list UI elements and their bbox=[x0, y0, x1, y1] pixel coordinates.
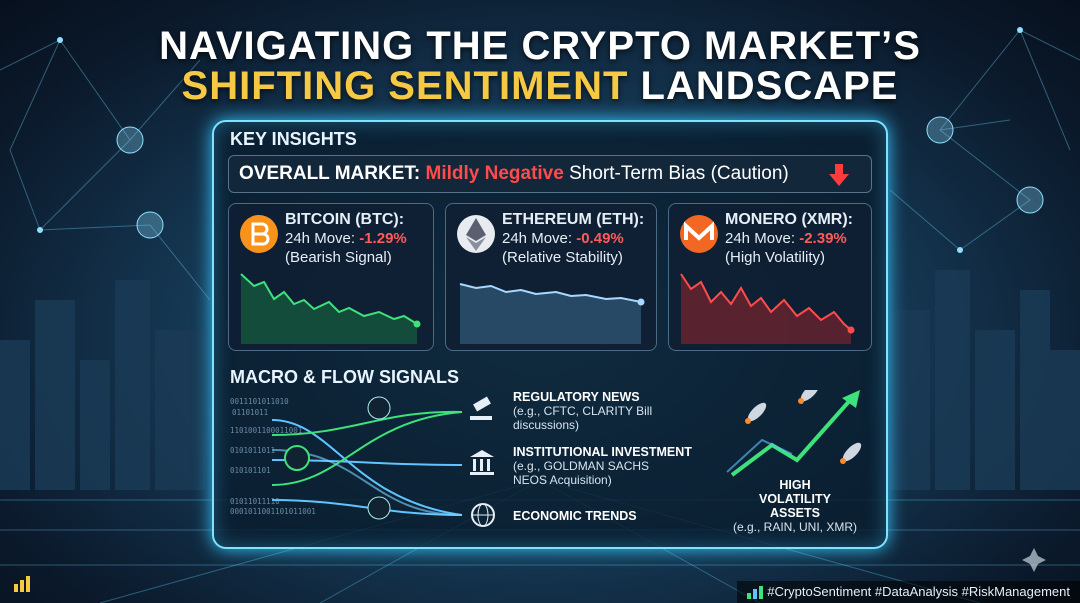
down-arrow bbox=[829, 164, 849, 186]
move-value: -0.49% bbox=[576, 230, 624, 247]
move-label: 24h Move: bbox=[725, 230, 796, 247]
move-note: (Relative Stability) bbox=[502, 249, 623, 266]
overall-label: OVERALL MARKET: bbox=[239, 163, 421, 184]
binary-text: 1101001100011001 bbox=[230, 426, 303, 435]
move-note: (High Volatility) bbox=[725, 249, 826, 266]
overall-market: OVERALL MARKET: Mildly Negative Short-Te… bbox=[228, 155, 872, 193]
title-rest: LANDSCAPE bbox=[640, 64, 899, 108]
title-line-2: SHIFTING SENTIMENT LANDSCAPE bbox=[0, 64, 1080, 109]
signal-title: REGULATORY NEWS bbox=[513, 390, 640, 404]
signal-detail: (e.g., CFTC, CLARITY Bill discussions) bbox=[513, 404, 653, 432]
signal: ECONOMIC TRENDS bbox=[513, 509, 637, 523]
move-row: 24h Move: -1.29% bbox=[285, 229, 407, 248]
move-row: 24h Move: -2.39% bbox=[725, 229, 853, 248]
flow-art bbox=[271, 390, 862, 527]
signal: INSTITUTIONAL INVESTMENT (e.g., GOLDMAN … bbox=[513, 445, 713, 487]
footer: #CryptoSentiment #DataAnalysis #RiskMana… bbox=[737, 581, 1080, 603]
coin-card: BITCOIN (BTC): 24h Move: -1.29% (Bearish… bbox=[228, 203, 434, 351]
move-note: (Bearish Signal) bbox=[285, 249, 392, 266]
coin-card: ETHEREUM (ETH): 24h Move: -0.49% (Relati… bbox=[445, 203, 657, 351]
footer-icon bbox=[747, 586, 764, 599]
binary-text: 01011011110 bbox=[230, 497, 280, 506]
binary-text: 010101101 bbox=[230, 466, 271, 475]
card-text: MONERO (XMR): 24h Move: -2.39% (High Vol… bbox=[725, 210, 853, 267]
signal-detail: (e.g., GOLDMAN SACHS NEOS Acquisition) bbox=[513, 459, 650, 487]
card-text: BITCOIN (BTC): 24h Move: -1.29% (Bearish… bbox=[285, 210, 407, 267]
card-text: ETHEREUM (ETH): 24h Move: -0.49% (Relati… bbox=[502, 210, 644, 267]
hashtags: #CryptoSentiment #DataAnalysis #RiskMana… bbox=[767, 584, 1070, 599]
move-value: -1.29% bbox=[359, 230, 407, 247]
card-art bbox=[457, 215, 645, 344]
binary-text: 0001011001101011001 bbox=[230, 507, 316, 516]
move-label: 24h Move: bbox=[502, 230, 573, 247]
card-art bbox=[680, 215, 855, 344]
section-title: KEY INSIGHTS bbox=[230, 129, 357, 149]
signal-title: INSTITUTIONAL INVESTMENT bbox=[513, 445, 692, 459]
signal: REGULATORY NEWS (e.g., CFTC, CLARITY Bil… bbox=[513, 390, 663, 432]
high-volatility: HIGH VOLATILITY ASSETS (e.g., RAIN, UNI,… bbox=[725, 478, 865, 534]
section-title: MACRO & FLOW SIGNALS bbox=[230, 367, 459, 387]
move-value: -2.39% bbox=[799, 230, 847, 247]
signal-title: ECONOMIC TRENDS bbox=[513, 509, 637, 523]
title-highlight: SHIFTING SENTIMENT bbox=[181, 64, 629, 108]
coin-name: ETHEREUM (ETH): bbox=[502, 211, 645, 228]
hv-title: HIGH VOLATILITY ASSETS bbox=[759, 478, 831, 520]
overall-rest: Short-Term Bias (Caution) bbox=[569, 163, 789, 184]
move-label: 24h Move: bbox=[285, 230, 356, 247]
coin-card: MONERO (XMR): 24h Move: -2.39% (High Vol… bbox=[668, 203, 872, 351]
binary-text: 01101011 bbox=[232, 408, 269, 417]
binary-text: 0011101011010 bbox=[230, 397, 289, 406]
move-row: 24h Move: -0.49% bbox=[502, 229, 644, 248]
card-art bbox=[240, 215, 421, 344]
title-line-1: NAVIGATING THE CRYPTO MARKET’S bbox=[159, 24, 921, 68]
overall-sentiment: Mildly Negative bbox=[425, 163, 564, 184]
hv-examples: (e.g., RAIN, UNI, XMR) bbox=[732, 520, 857, 534]
binary-text: 0101011011 bbox=[230, 446, 276, 455]
coin-name: BITCOIN (BTC): bbox=[285, 211, 405, 228]
coin-name: MONERO (XMR): bbox=[725, 211, 853, 228]
